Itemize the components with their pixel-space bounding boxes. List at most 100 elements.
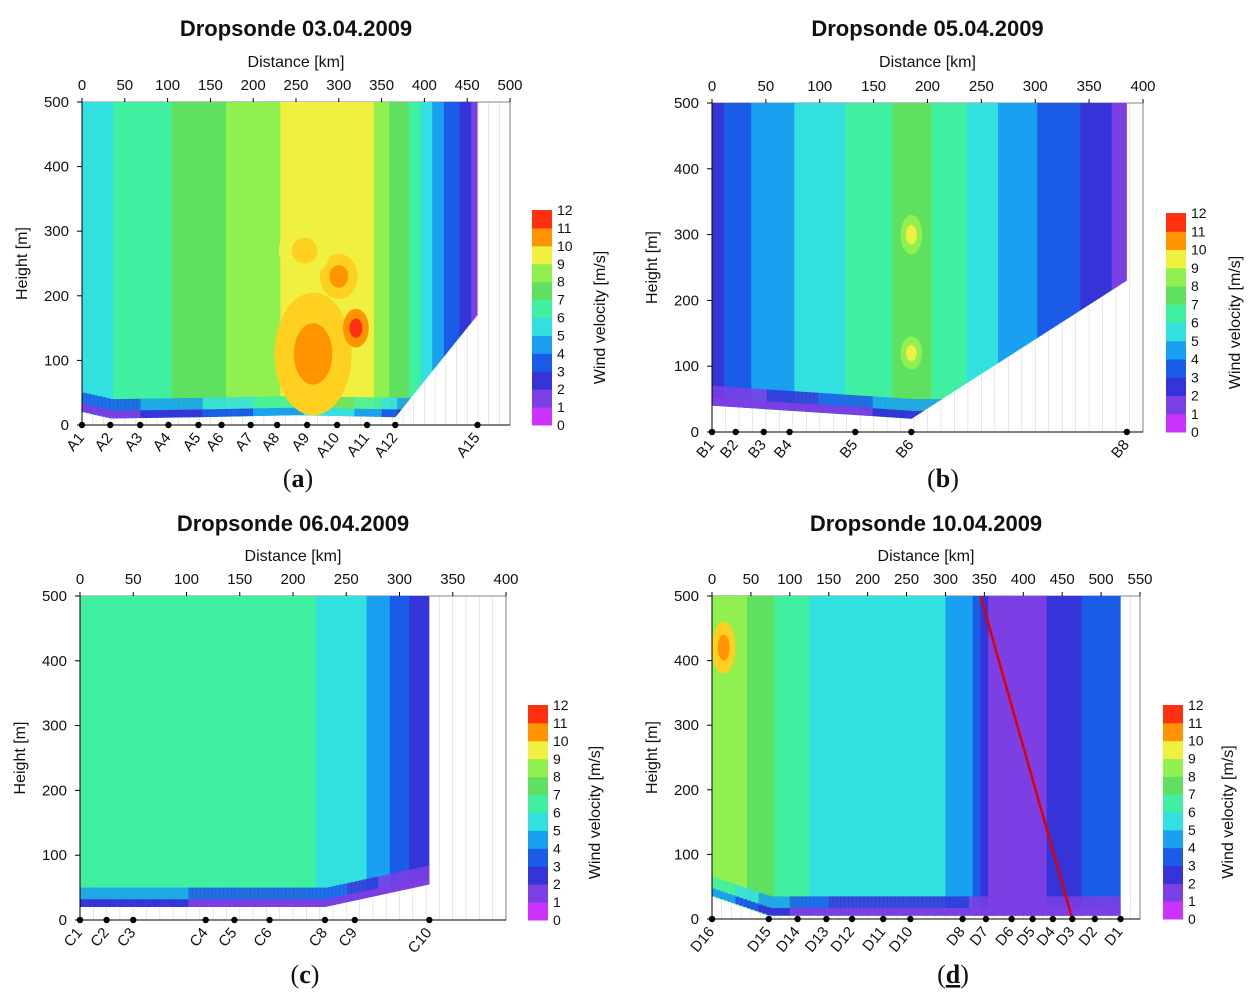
wind-cell xyxy=(984,596,989,916)
wind-cell xyxy=(778,596,783,916)
wind-cell xyxy=(813,896,818,916)
wind-cell xyxy=(868,103,874,419)
y-tick-label: 400 xyxy=(674,161,699,178)
wind-cell xyxy=(1088,399,1093,419)
x-tick-label: 150 xyxy=(861,78,886,95)
wind-cell xyxy=(735,884,740,905)
wind-cell xyxy=(801,596,806,916)
wind-cell xyxy=(719,879,725,900)
y-tick-label: 0 xyxy=(61,417,69,434)
wind-cell xyxy=(1064,399,1070,419)
colorbar-segment xyxy=(1166,377,1186,396)
wind-cell xyxy=(1062,896,1067,916)
colorbar-tick-label: 5 xyxy=(553,822,561,838)
wind-cell xyxy=(828,596,834,916)
wind-cell xyxy=(93,395,99,415)
wind-cell xyxy=(397,883,403,892)
wind-cell xyxy=(439,102,445,419)
wind-cell xyxy=(187,102,192,419)
wind-cell xyxy=(157,887,162,908)
wind-cell xyxy=(723,398,729,407)
panel-sublabel: (a) xyxy=(283,464,313,493)
wind-cell xyxy=(203,887,209,908)
colorbar-segment xyxy=(528,776,548,796)
wind-cell xyxy=(246,596,251,908)
wind-cell xyxy=(350,396,355,417)
wind-field xyxy=(80,596,430,908)
wind-cell xyxy=(149,899,155,908)
wind-cell xyxy=(358,596,364,908)
wind-cell xyxy=(385,102,390,419)
wind-cell xyxy=(113,102,118,419)
wind-cell xyxy=(974,103,980,419)
colorbar-tick-label: 12 xyxy=(1188,697,1204,713)
wind-cell xyxy=(227,596,232,908)
wind-cell xyxy=(1103,103,1109,419)
wind-cell xyxy=(982,410,987,419)
wind-cell xyxy=(82,392,87,413)
wind-cell xyxy=(747,900,752,909)
wind-hotspot xyxy=(349,318,363,338)
wind-cell xyxy=(797,908,803,916)
wind-cell xyxy=(844,908,849,916)
wind-cell xyxy=(382,596,387,908)
wind-cell xyxy=(996,908,1001,916)
wind-cell xyxy=(935,410,940,419)
colorbar-segment xyxy=(532,335,552,354)
wind-cell xyxy=(354,408,359,417)
wind-cell xyxy=(911,103,917,419)
wind-cell xyxy=(855,896,861,916)
wind-cell xyxy=(312,596,317,908)
wind-cell xyxy=(986,410,991,419)
wind-cell xyxy=(163,410,169,418)
wind-cell xyxy=(1084,410,1089,419)
wind-cell xyxy=(863,896,869,916)
wind-cell xyxy=(1021,399,1027,419)
wind-cell xyxy=(790,391,795,411)
wind-cell xyxy=(416,596,422,908)
wind-cell xyxy=(1005,103,1011,419)
colorbar-tick-label: 10 xyxy=(1188,733,1204,749)
wind-cell xyxy=(381,102,387,419)
wind-cell xyxy=(117,102,122,419)
wind-cell xyxy=(192,887,197,908)
wind-cell xyxy=(80,596,85,908)
wind-cell xyxy=(813,908,818,916)
wind-cell xyxy=(1007,908,1013,916)
wind-cell xyxy=(943,410,948,419)
wind-cell xyxy=(471,397,476,418)
x-tick-label: 50 xyxy=(743,571,760,588)
y-tick-label: 100 xyxy=(44,352,69,369)
colorbar-segment xyxy=(528,902,548,921)
wind-cell xyxy=(793,896,799,916)
wind-cell xyxy=(420,878,426,887)
wind-cell xyxy=(1104,908,1110,916)
wind-cell xyxy=(428,876,430,885)
wind-cell xyxy=(276,102,282,419)
wind-cell xyxy=(171,102,176,419)
wind-cell xyxy=(900,410,905,419)
wind-cell xyxy=(157,899,162,908)
colorbar-tick-label: 12 xyxy=(1191,205,1207,221)
wind-cell xyxy=(931,399,936,419)
wind-cell xyxy=(153,899,159,908)
wind-cell xyxy=(229,102,235,419)
wind-cell xyxy=(962,399,968,419)
wind-cell xyxy=(1015,908,1020,916)
wind-cell xyxy=(833,393,838,414)
panel-sublabel: (d) xyxy=(937,960,969,989)
sonde-label: D15 xyxy=(744,924,775,956)
wind-cell xyxy=(871,908,877,916)
wind-cell xyxy=(250,596,255,908)
wind-cell xyxy=(124,102,130,419)
colorbar-segment xyxy=(528,866,548,885)
wind-cell xyxy=(786,390,791,411)
wind-cell xyxy=(198,397,204,418)
wind-cell xyxy=(277,899,282,908)
wind-cell xyxy=(277,596,282,908)
wind-cell xyxy=(203,596,209,908)
wind-cell xyxy=(910,896,915,916)
wind-cell xyxy=(180,899,186,908)
wind-cell xyxy=(335,896,341,905)
wind-cell xyxy=(1021,410,1027,419)
